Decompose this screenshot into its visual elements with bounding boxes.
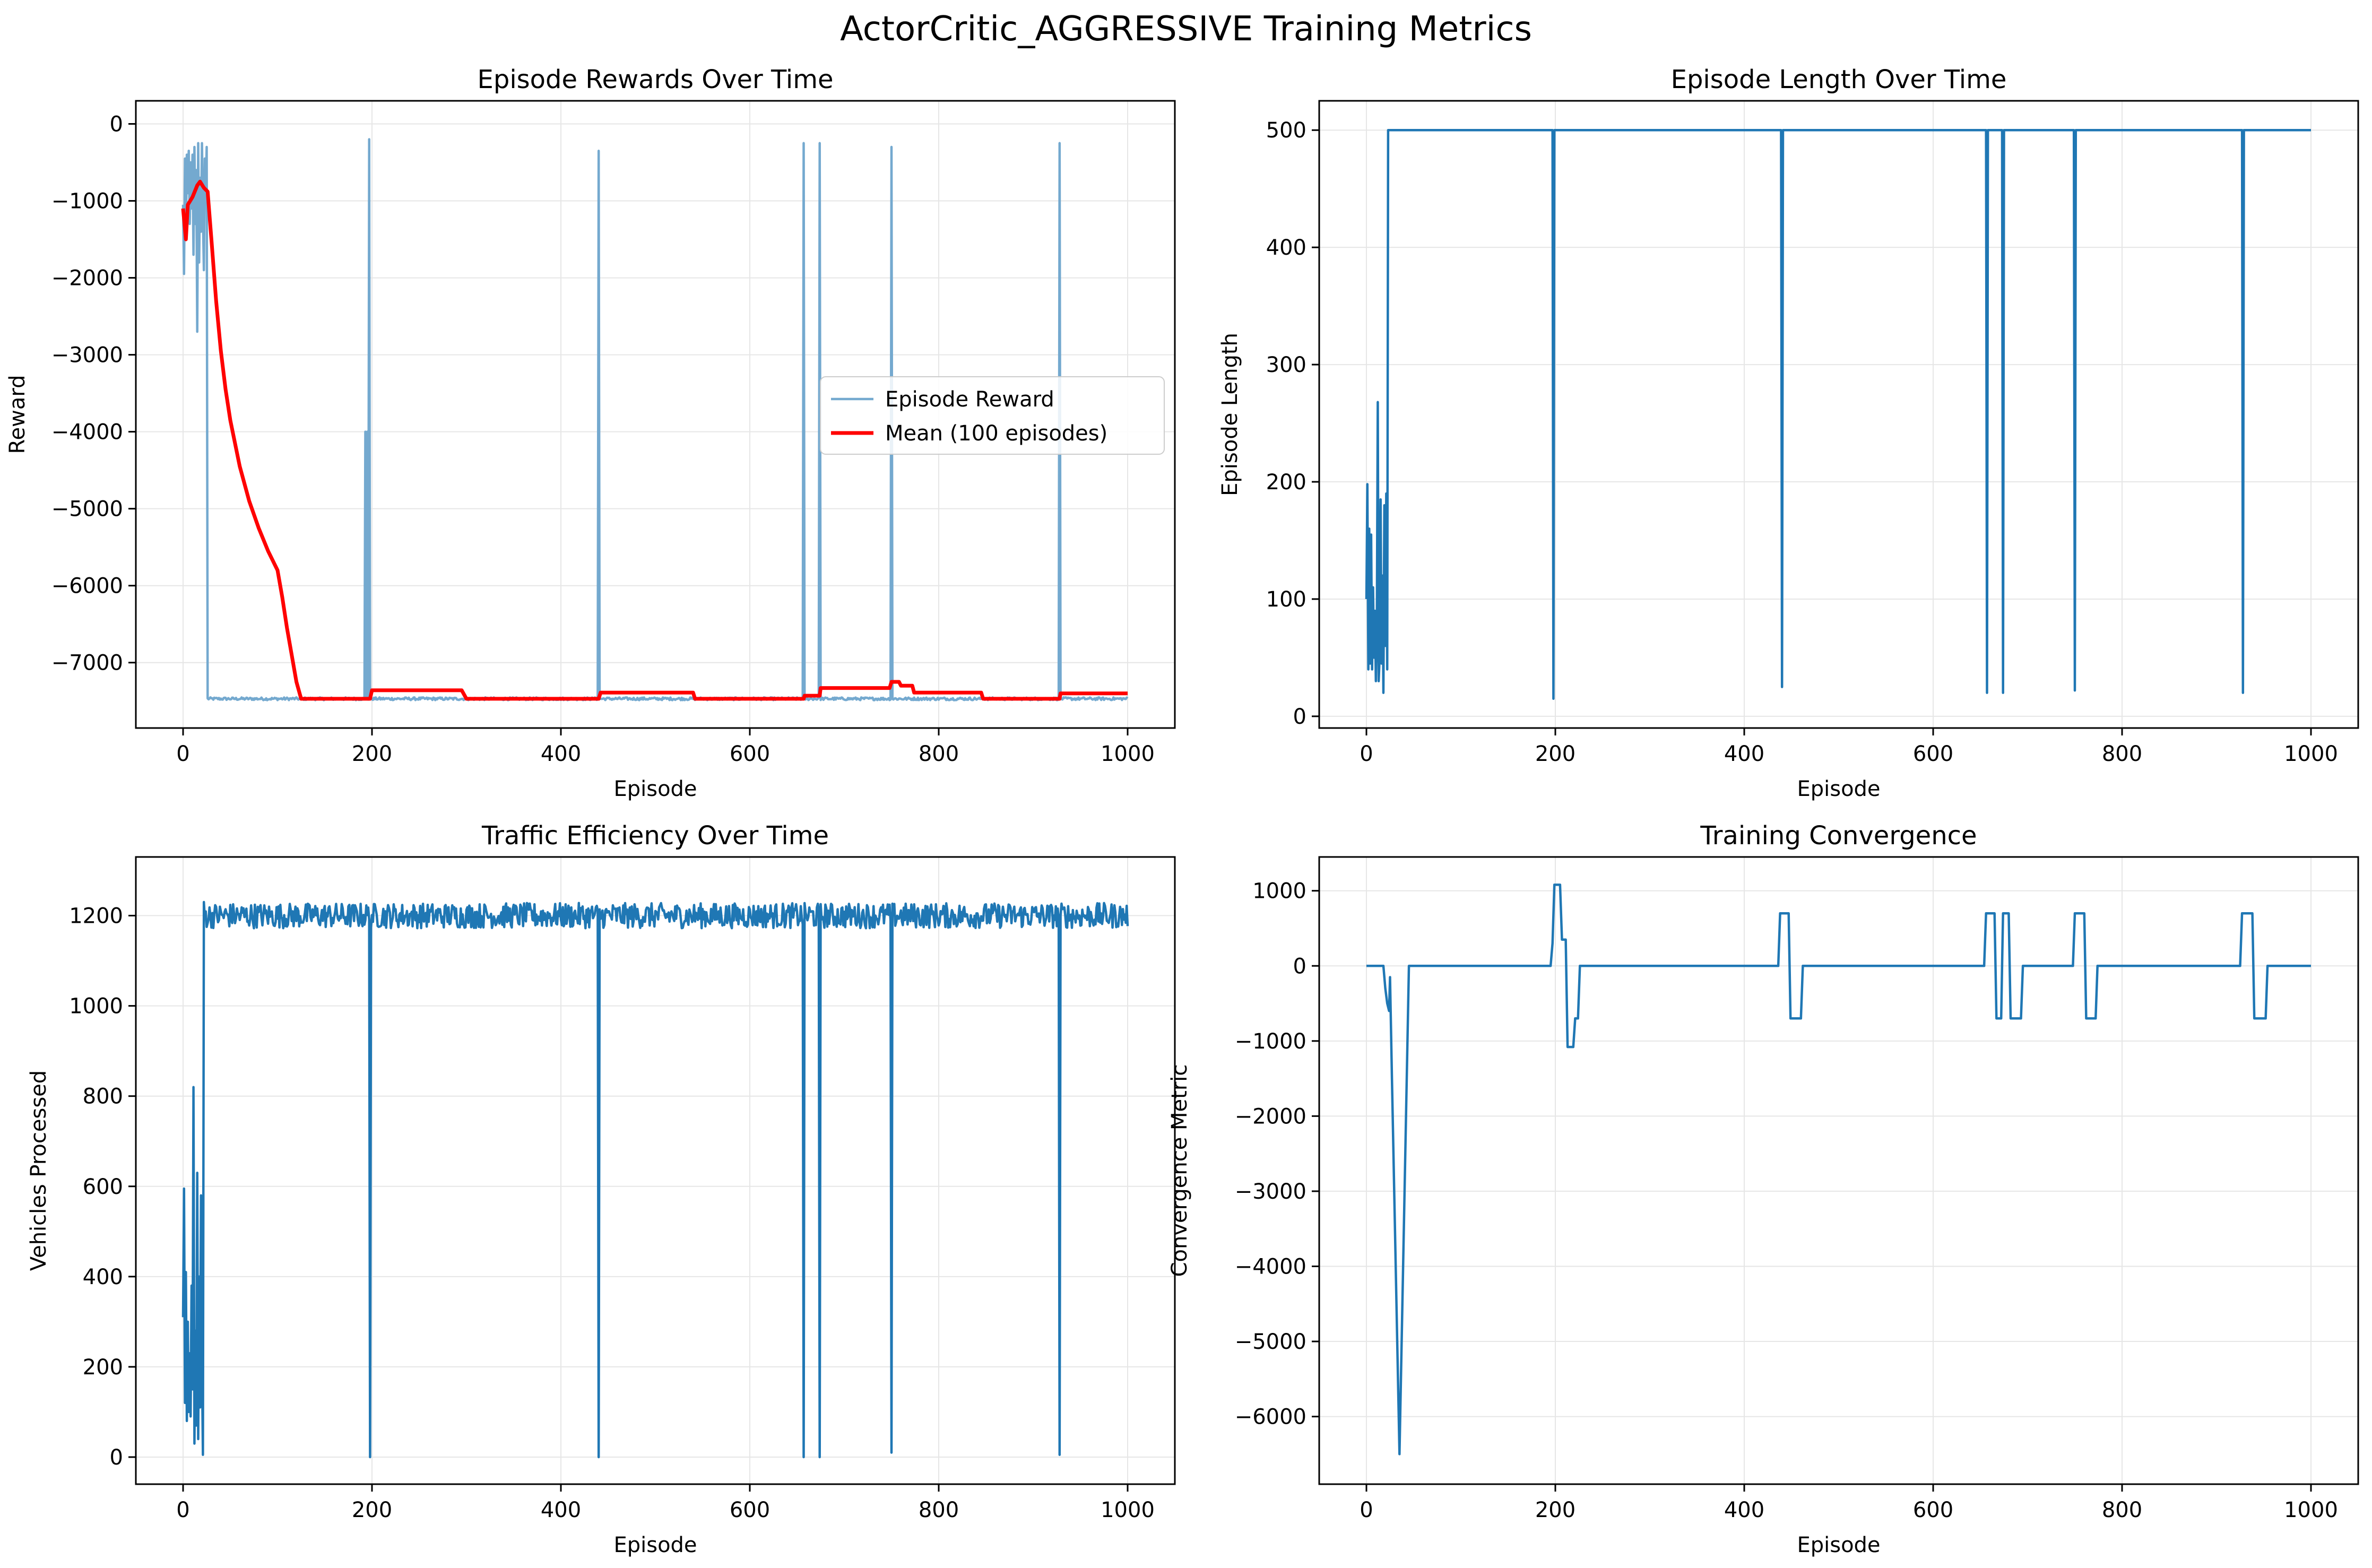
y-tick-label: 0 <box>1293 705 1306 729</box>
y-tick-label: 1200 <box>69 904 123 929</box>
y-tick-label: −5000 <box>1235 1330 1306 1354</box>
x-tick-label: 200 <box>1535 742 1575 766</box>
training-convergence-chart: 0 200 400 600 800 1000 1000 0 −1000 −2000 −3000 −40… <box>1167 821 2359 1557</box>
x-tick-label: 200 <box>352 1498 392 1522</box>
x-tick-label: 800 <box>919 742 959 766</box>
y-tick-label: 800 <box>83 1085 123 1109</box>
traffic-efficiency-chart: 0 200 400 600 800 1000 0 200 400 600 800 1000 1200 Tr… <box>27 821 1176 1557</box>
y-tick-label: 200 <box>1266 470 1306 495</box>
x-tick-label: 1000 <box>2284 742 2338 766</box>
chart-title: Traffic Efficiency Over Time <box>481 821 829 851</box>
x-tick-label: 600 <box>730 742 770 766</box>
y-tick-label: −3000 <box>1235 1180 1306 1204</box>
x-tick-label: 800 <box>2102 742 2142 766</box>
chart-title: Training Convergence <box>1700 821 1977 851</box>
figure-title: ActorCritic_AGGRESSIVE Training Metrics <box>840 10 1532 49</box>
x-tick-label: 400 <box>541 1498 581 1522</box>
series-line-vehicles-processed <box>181 900 1129 1459</box>
y-tick-label: 500 <box>1266 118 1306 143</box>
y-tick-label: 1000 <box>69 994 123 1019</box>
x-tick-label: 1000 <box>1101 742 1155 766</box>
y-tick-label: −4000 <box>1235 1254 1306 1279</box>
y-axis-label: Convergence Metric <box>1167 1064 1192 1277</box>
y-axis-label: Episode Length <box>1218 333 1242 496</box>
y-tick-label: 0 <box>110 112 123 137</box>
y-tick-label: 0 <box>1293 954 1306 978</box>
y-tick-label: 400 <box>83 1265 123 1289</box>
rewards-chart: 0 200 400 600 800 1000 0 −1000 −2000 −3000 −4000 −5… <box>5 65 1176 801</box>
y-tick-label: 600 <box>83 1175 123 1199</box>
x-axis-label: Episode <box>1797 777 1880 801</box>
y-tick-label: −6000 <box>51 574 123 599</box>
axes-frame <box>135 856 1176 1485</box>
x-tick-label: 0 <box>176 742 189 766</box>
x-tick-label: 400 <box>1724 742 1764 766</box>
y-tick-label: −5000 <box>51 497 123 522</box>
y-tick-label: −4000 <box>51 420 123 445</box>
y-tick-label: −3000 <box>51 343 123 368</box>
x-tick-label: 600 <box>730 1498 770 1522</box>
x-tick-label: 600 <box>1913 742 1953 766</box>
legend-label: Mean (100 episodes) <box>885 421 1107 446</box>
y-tick-label: 100 <box>1266 587 1306 612</box>
x-tick-label: 600 <box>1913 1498 1953 1522</box>
y-axis-label: Vehicles Processed <box>27 1070 51 1271</box>
x-tick-label: 0 <box>1360 742 1373 766</box>
y-tick-label: 0 <box>110 1445 123 1470</box>
episode-length-chart: 0 200 400 600 800 1000 0 100 200 300 400 500 Episode… <box>1218 65 2359 801</box>
chart-title: Episode Length Over Time <box>1671 65 2007 94</box>
x-axis-label: Episode <box>613 1533 697 1557</box>
series-line-episode-length <box>1365 128 2312 700</box>
x-axis-label: Episode <box>613 777 697 801</box>
axes-frame <box>135 100 1176 729</box>
y-tick-label: −1000 <box>1235 1029 1306 1054</box>
y-tick-label: 1000 <box>1252 879 1306 904</box>
x-tick-label: 200 <box>1535 1498 1575 1522</box>
y-tick-label: −7000 <box>51 651 123 675</box>
series-line-convergence-metric <box>1366 883 2311 1456</box>
y-tick-label: −2000 <box>51 266 123 291</box>
y-tick-label: 200 <box>83 1355 123 1380</box>
y-tick-label: −2000 <box>1235 1104 1306 1129</box>
y-tick-label: 300 <box>1266 353 1306 377</box>
y-axis-label: Reward <box>5 375 30 454</box>
y-tick-label: −6000 <box>1235 1405 1306 1430</box>
x-tick-label: 200 <box>352 742 392 766</box>
x-tick-label: 800 <box>2102 1498 2142 1522</box>
x-tick-label: 800 <box>919 1498 959 1522</box>
series-line-mean-100-episodes- <box>181 179 1128 701</box>
y-tick-label: 400 <box>1266 236 1306 260</box>
axes-frame <box>1318 856 2359 1485</box>
x-tick-label: 1000 <box>2284 1498 2338 1522</box>
legend-box <box>820 376 1165 455</box>
x-tick-label: 0 <box>1360 1498 1373 1522</box>
x-tick-label: 400 <box>1724 1498 1764 1522</box>
x-tick-label: 400 <box>541 742 581 766</box>
x-tick-label: 1000 <box>1101 1498 1155 1522</box>
chart-title: Episode Rewards Over Time <box>478 65 834 94</box>
legend-label: Episode Reward <box>885 387 1054 412</box>
x-axis-label: Episode <box>1797 1533 1880 1557</box>
y-tick-label: −1000 <box>51 189 123 214</box>
axes-frame <box>1318 100 2359 729</box>
x-tick-label: 0 <box>176 1498 189 1522</box>
